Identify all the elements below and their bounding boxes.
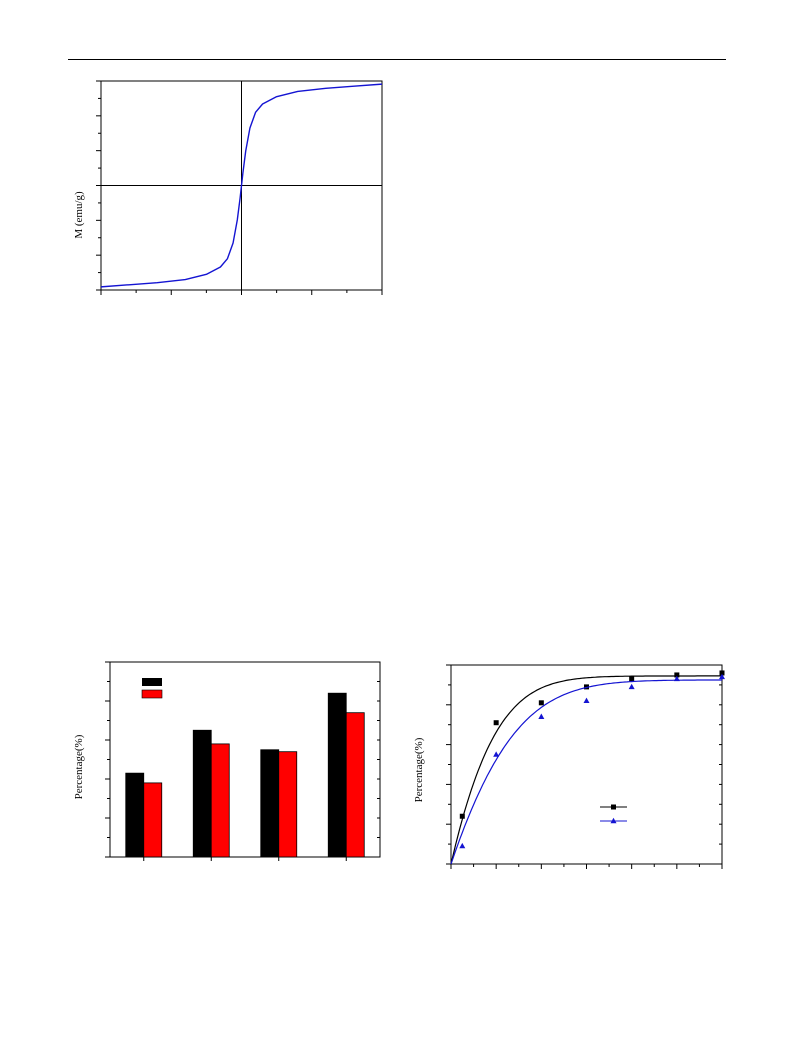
- kinetics-series1-point: [719, 670, 725, 676]
- kinetics-plot: Percentage(%): [413, 664, 725, 869]
- kinetics-series1-point: [459, 813, 465, 819]
- bar-chart-plot: Percentage(%): [73, 661, 381, 861]
- kinetics-series2-point: [583, 697, 590, 704]
- kinetics-series2-point: [628, 683, 635, 690]
- hysteresis-figure: M (emu/g): [60, 74, 400, 314]
- bar-series2-bar: [143, 782, 163, 858]
- kinetics-series2-fit-line: [450, 679, 722, 865]
- kinetics-series1-fit-line: [450, 675, 722, 865]
- kinetics-ylabel: Percentage(%): [413, 737, 425, 802]
- kinetics-series2-point: [538, 713, 545, 719]
- hysteresis-curve: [100, 83, 383, 288]
- bar-series2-bar: [210, 743, 230, 858]
- bar-chart-ylabel: Percentage(%): [73, 734, 85, 799]
- legend-swatch-black: [142, 678, 162, 686]
- kinetics-series1-point: [674, 672, 680, 678]
- bar-series1-bar: [327, 692, 347, 858]
- bar-chart-figure: Percentage(%): [60, 652, 400, 892]
- kinetics-frame: [450, 664, 723, 865]
- kinetics-series2-point: [673, 675, 680, 682]
- hysteresis-ylabel: M (emu/g): [73, 191, 85, 239]
- bar-series1-bar: [260, 749, 280, 858]
- kinetics-figure: Percentage(%): [400, 652, 740, 892]
- kinetics-series1-point: [629, 676, 635, 682]
- kinetics-series2-point: [493, 751, 500, 757]
- bar-series1-bar: [125, 772, 145, 858]
- kinetics-legend-marker-2: [610, 817, 617, 824]
- kinetics-series1-point: [538, 700, 544, 706]
- bar-series2-bar: [345, 712, 365, 858]
- kinetics-series2-point: [459, 842, 466, 849]
- kinetics-series2-point: [719, 673, 725, 680]
- kinetics-legend-marker-1: [611, 804, 616, 810]
- bar-series2-bar: [278, 751, 298, 858]
- hysteresis-plot: M (emu/g): [73, 80, 383, 295]
- header-rule: [68, 59, 726, 60]
- bar-series1-bar: [192, 729, 212, 858]
- legend-swatch-red: [141, 689, 163, 699]
- kinetics-series1-point: [493, 720, 499, 726]
